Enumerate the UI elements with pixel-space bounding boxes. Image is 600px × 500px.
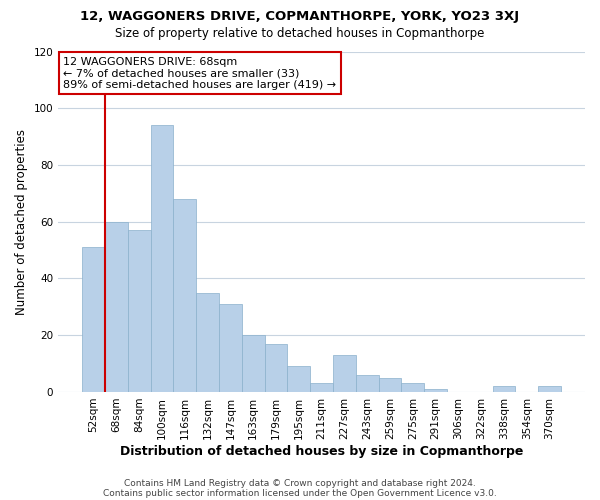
Bar	[401, 384, 424, 392]
Bar	[287, 366, 310, 392]
Bar	[219, 304, 242, 392]
Bar	[493, 386, 515, 392]
Bar	[265, 344, 287, 392]
Bar	[128, 230, 151, 392]
Bar	[151, 126, 173, 392]
Bar	[424, 389, 447, 392]
Bar	[310, 384, 333, 392]
Text: Contains HM Land Registry data © Crown copyright and database right 2024.: Contains HM Land Registry data © Crown c…	[124, 478, 476, 488]
Bar	[105, 222, 128, 392]
Bar	[82, 248, 105, 392]
Text: 12, WAGGONERS DRIVE, COPMANTHORPE, YORK, YO23 3XJ: 12, WAGGONERS DRIVE, COPMANTHORPE, YORK,…	[80, 10, 520, 23]
X-axis label: Distribution of detached houses by size in Copmanthorpe: Distribution of detached houses by size …	[120, 444, 523, 458]
Bar	[379, 378, 401, 392]
Bar	[356, 375, 379, 392]
Bar	[333, 355, 356, 392]
Bar	[538, 386, 561, 392]
Text: 12 WAGGONERS DRIVE: 68sqm
← 7% of detached houses are smaller (33)
89% of semi-d: 12 WAGGONERS DRIVE: 68sqm ← 7% of detach…	[64, 56, 337, 90]
Bar	[196, 292, 219, 392]
Text: Contains public sector information licensed under the Open Government Licence v3: Contains public sector information licen…	[103, 488, 497, 498]
Bar	[242, 335, 265, 392]
Bar	[173, 199, 196, 392]
Text: Size of property relative to detached houses in Copmanthorpe: Size of property relative to detached ho…	[115, 28, 485, 40]
Y-axis label: Number of detached properties: Number of detached properties	[15, 128, 28, 314]
